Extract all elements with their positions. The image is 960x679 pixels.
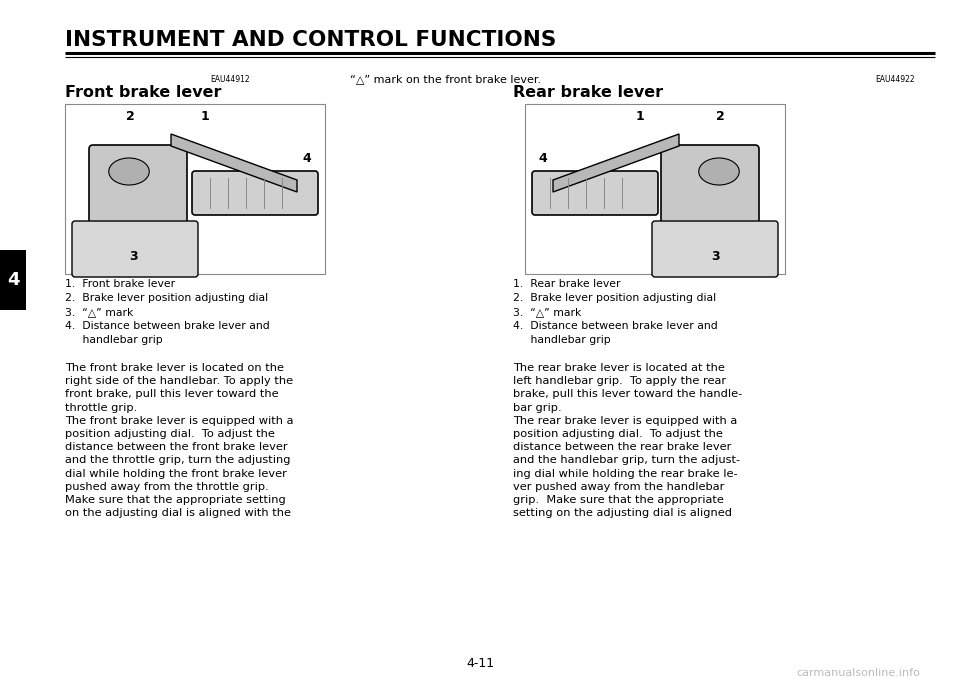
Text: The front brake lever is equipped with a: The front brake lever is equipped with a (65, 416, 294, 426)
Text: carmanualsonline.info: carmanualsonline.info (796, 668, 920, 678)
Text: 1.  Rear brake lever: 1. Rear brake lever (513, 279, 620, 289)
Text: and the throttle grip, turn the adjusting: and the throttle grip, turn the adjustin… (65, 456, 291, 465)
Text: pushed away from the throttle grip.: pushed away from the throttle grip. (65, 482, 269, 492)
Text: left handlebar grip.  To apply the rear: left handlebar grip. To apply the rear (513, 376, 726, 386)
Text: distance between the front brake lever: distance between the front brake lever (65, 442, 288, 452)
FancyBboxPatch shape (192, 171, 318, 215)
Text: Make sure that the appropriate setting: Make sure that the appropriate setting (65, 495, 286, 505)
Text: 4.  Distance between brake lever and: 4. Distance between brake lever and (513, 321, 718, 331)
Text: 1: 1 (201, 109, 209, 122)
FancyBboxPatch shape (661, 145, 759, 243)
Text: handlebar grip: handlebar grip (513, 335, 611, 345)
Text: The rear brake lever is equipped with a: The rear brake lever is equipped with a (513, 416, 737, 426)
Text: The rear brake lever is located at the: The rear brake lever is located at the (513, 363, 725, 373)
Text: EAU44912: EAU44912 (210, 75, 250, 84)
Polygon shape (553, 134, 679, 192)
Text: The front brake lever is located on the: The front brake lever is located on the (65, 363, 284, 373)
Ellipse shape (699, 158, 739, 185)
Bar (525, 104, 785, 274)
Text: and the handlebar grip, turn the adjust-: and the handlebar grip, turn the adjust- (513, 456, 740, 465)
Text: INSTRUMENT AND CONTROL FUNCTIONS: INSTRUMENT AND CONTROL FUNCTIONS (65, 30, 557, 50)
Text: 4-11: 4-11 (466, 657, 494, 670)
Bar (65, 104, 325, 274)
Text: dial while holding the front brake lever: dial while holding the front brake lever (65, 469, 287, 479)
Text: 4: 4 (7, 271, 19, 289)
Text: 1.  Front brake lever: 1. Front brake lever (65, 279, 175, 289)
Polygon shape (171, 134, 297, 192)
Text: position adjusting dial.  To adjust the: position adjusting dial. To adjust the (513, 429, 723, 439)
Bar (0, 250, 26, 310)
Text: 4: 4 (539, 153, 547, 166)
Text: setting on the adjusting dial is aligned: setting on the adjusting dial is aligned (513, 508, 732, 518)
Text: bar grip.: bar grip. (513, 403, 562, 413)
Ellipse shape (108, 158, 149, 185)
Text: front brake, pull this lever toward the: front brake, pull this lever toward the (65, 389, 278, 399)
Text: 3.  “△” mark: 3. “△” mark (513, 307, 582, 317)
Text: throttle grip.: throttle grip. (65, 403, 137, 413)
Text: distance between the rear brake lever: distance between the rear brake lever (513, 442, 732, 452)
Text: 2: 2 (126, 109, 134, 122)
FancyBboxPatch shape (532, 171, 658, 215)
FancyBboxPatch shape (89, 145, 187, 243)
Text: 4: 4 (302, 153, 311, 166)
Text: ver pushed away from the handlebar: ver pushed away from the handlebar (513, 482, 725, 492)
Text: handlebar grip: handlebar grip (65, 335, 163, 345)
Text: 1: 1 (636, 109, 644, 122)
Text: ing dial while holding the rear brake le-: ing dial while holding the rear brake le… (513, 469, 737, 479)
FancyBboxPatch shape (652, 221, 778, 277)
Text: Front brake lever: Front brake lever (65, 85, 222, 100)
Text: 2.  Brake lever position adjusting dial: 2. Brake lever position adjusting dial (65, 293, 268, 303)
Text: 2.  Brake lever position adjusting dial: 2. Brake lever position adjusting dial (513, 293, 716, 303)
FancyBboxPatch shape (72, 221, 198, 277)
Text: brake, pull this lever toward the handle-: brake, pull this lever toward the handle… (513, 389, 742, 399)
Text: 2: 2 (715, 109, 725, 122)
Text: 4.  Distance between brake lever and: 4. Distance between brake lever and (65, 321, 270, 331)
Text: right side of the handlebar. To apply the: right side of the handlebar. To apply th… (65, 376, 293, 386)
Text: 3.  “△” mark: 3. “△” mark (65, 307, 133, 317)
Text: 3: 3 (129, 249, 137, 263)
Text: 3: 3 (710, 249, 719, 263)
Text: Rear brake lever: Rear brake lever (513, 85, 663, 100)
Text: position adjusting dial.  To adjust the: position adjusting dial. To adjust the (65, 429, 275, 439)
Text: on the adjusting dial is aligned with the: on the adjusting dial is aligned with th… (65, 508, 291, 518)
Text: EAU44922: EAU44922 (876, 75, 915, 84)
Text: “△” mark on the front brake lever.: “△” mark on the front brake lever. (350, 74, 541, 84)
Text: grip.  Make sure that the appropriate: grip. Make sure that the appropriate (513, 495, 724, 505)
